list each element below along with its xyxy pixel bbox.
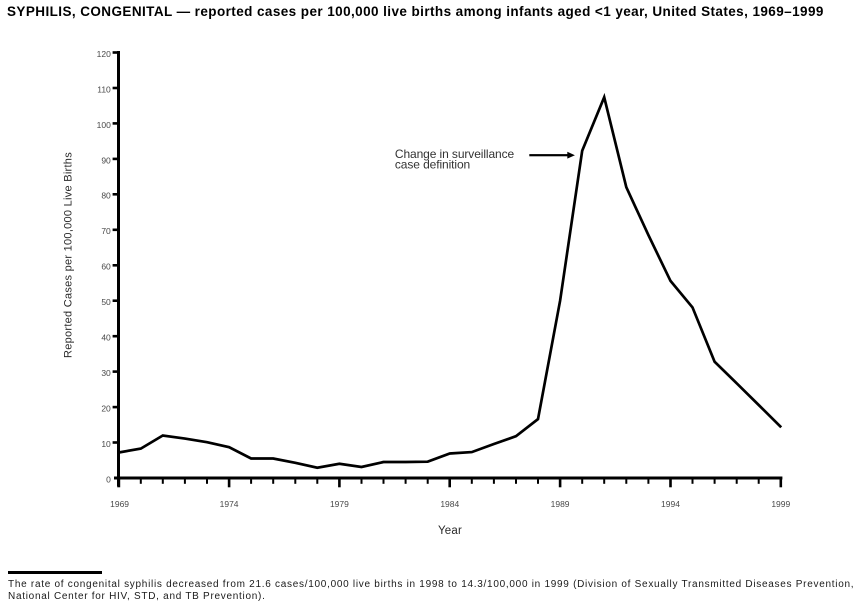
svg-text:70: 70 [101, 226, 111, 236]
svg-text:1999: 1999 [771, 499, 790, 509]
svg-text:1994: 1994 [661, 499, 680, 509]
svg-text:90: 90 [101, 155, 111, 165]
svg-text:30: 30 [101, 368, 111, 378]
svg-text:60: 60 [101, 262, 111, 272]
svg-text:80: 80 [101, 191, 111, 201]
svg-text:1989: 1989 [551, 499, 570, 509]
svg-text:0: 0 [106, 474, 111, 484]
svg-text:10: 10 [101, 439, 111, 449]
svg-text:Reported Cases per 100,000 Liv: Reported Cases per 100,000 Live Births [63, 152, 75, 358]
svg-text:Year: Year [438, 525, 462, 537]
svg-text:case definition: case definition [395, 158, 470, 172]
svg-text:40: 40 [101, 333, 111, 343]
svg-text:1969: 1969 [110, 499, 129, 509]
svg-text:1974: 1974 [220, 499, 239, 509]
svg-text:110: 110 [97, 84, 111, 94]
svg-text:120: 120 [97, 49, 111, 59]
svg-text:1979: 1979 [330, 499, 349, 509]
svg-text:50: 50 [101, 297, 111, 307]
svg-text:Change in surveillance: Change in surveillance [395, 147, 515, 161]
svg-text:20: 20 [101, 404, 111, 414]
svg-text:100: 100 [97, 120, 111, 130]
svg-text:1984: 1984 [440, 499, 459, 509]
